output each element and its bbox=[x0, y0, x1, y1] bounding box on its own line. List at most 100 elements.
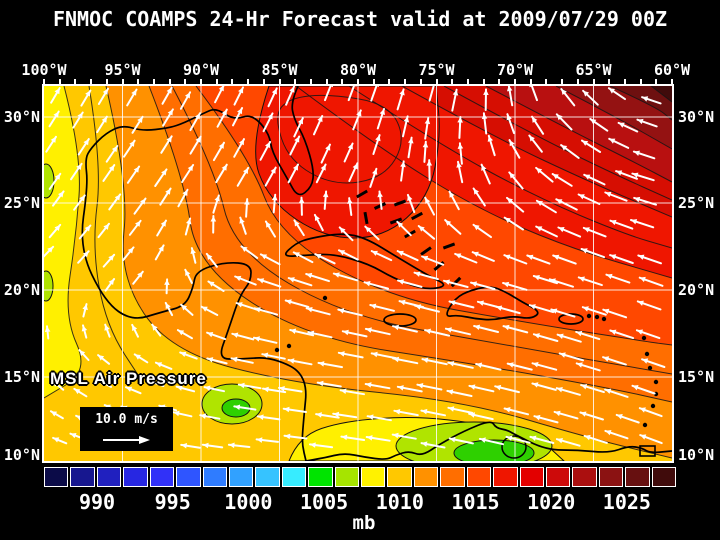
wind-arrow-head bbox=[235, 275, 242, 282]
lat-label: 25°N bbox=[678, 194, 715, 212]
lake-maracaibo bbox=[501, 435, 527, 459]
longitude-tick bbox=[247, 79, 250, 85]
lon-label: 95°W bbox=[104, 61, 141, 79]
wind-arrow-head bbox=[583, 227, 590, 233]
wind-arrow-head bbox=[636, 329, 644, 335]
wind-arrow-head bbox=[207, 357, 214, 363]
wind-arrow-head bbox=[132, 324, 138, 332]
wind-arrow-head bbox=[425, 197, 431, 204]
colorbar-segment bbox=[519, 467, 545, 487]
island bbox=[420, 246, 432, 256]
isobar bbox=[609, 86, 672, 121]
colorbar-tick-label: 1000 bbox=[224, 490, 273, 514]
wind-arrow-head bbox=[376, 86, 380, 87]
wind-arrow bbox=[428, 86, 435, 102]
wind-arrow-head bbox=[375, 135, 381, 142]
isobar bbox=[348, 86, 672, 249]
colorbar-segment bbox=[572, 467, 597, 487]
wind-arrow-head bbox=[583, 90, 590, 97]
wind-arrow-head bbox=[603, 308, 610, 315]
wind-arrow-head bbox=[474, 324, 481, 331]
wind-arrow-head bbox=[408, 137, 414, 144]
wind-arrow-head bbox=[155, 362, 163, 368]
wind-arrow-head bbox=[315, 253, 322, 260]
wind-arrow-head bbox=[606, 273, 613, 280]
wind-arrow-head bbox=[530, 435, 537, 442]
wind-arrow-head bbox=[448, 406, 455, 412]
wind-arrow-head bbox=[54, 173, 61, 180]
wind-arrow-head bbox=[158, 245, 164, 252]
wind-arrow-head bbox=[616, 414, 623, 420]
wind-arrow-head bbox=[167, 109, 173, 116]
colorbar-segment bbox=[176, 467, 201, 487]
wind-arrow-head bbox=[426, 160, 433, 166]
wind-arrow-head bbox=[340, 388, 347, 395]
wind-arrow-head bbox=[232, 332, 239, 338]
longitude-tick bbox=[623, 79, 626, 85]
wind-arrow-head bbox=[329, 86, 334, 88]
wind-arrow-head bbox=[70, 433, 77, 439]
wind-arrow-head bbox=[448, 361, 455, 367]
longitude-tick bbox=[309, 79, 312, 85]
wind-arrow-head bbox=[603, 356, 610, 362]
longitude-tick bbox=[592, 79, 595, 85]
wind-arrow-head bbox=[98, 379, 105, 385]
wind-arrow-head bbox=[377, 191, 383, 198]
wind-arrow-head bbox=[204, 385, 211, 391]
wind-arrow-head bbox=[244, 199, 250, 205]
wind-arrow-head bbox=[584, 434, 591, 441]
wind-arrow-head bbox=[582, 140, 589, 146]
wind-arrow-head bbox=[173, 410, 180, 417]
lon-label: 80°W bbox=[339, 61, 377, 79]
wind-arrow-head bbox=[53, 111, 59, 118]
wind-arrow-head bbox=[529, 304, 536, 310]
wind-arrow-head bbox=[417, 383, 424, 389]
wind-arrow-head bbox=[257, 414, 264, 420]
wind-arrow-head bbox=[347, 143, 353, 150]
wind-arrow-head bbox=[54, 224, 61, 231]
colorbar-segment bbox=[228, 467, 254, 487]
wind-arrow-head bbox=[639, 407, 646, 413]
wind-arrow-head bbox=[553, 254, 560, 261]
wind-arrow-head bbox=[82, 251, 89, 258]
wind-arrow-head bbox=[529, 135, 535, 142]
wind-arrow-head bbox=[558, 227, 565, 233]
wind-arrow-head bbox=[297, 118, 304, 125]
island bbox=[450, 276, 462, 288]
wind-arrow-head bbox=[554, 410, 561, 417]
wind-arrow-head bbox=[576, 362, 583, 368]
coastline-hispaniola bbox=[446, 286, 539, 321]
wind-arrow-head bbox=[556, 387, 563, 393]
wind-arrow-head bbox=[473, 188, 480, 195]
wind-arrow-head bbox=[506, 114, 512, 121]
wind-arrow-head bbox=[610, 329, 617, 335]
isobar bbox=[44, 86, 82, 399]
wind-arrow-head bbox=[152, 324, 158, 331]
wind-arrow-head bbox=[399, 299, 406, 306]
wind-arrow-head bbox=[341, 434, 348, 441]
wind-arrow-head bbox=[557, 333, 564, 339]
wind-arrow-head bbox=[190, 248, 196, 255]
wind-arrow-head bbox=[584, 174, 591, 180]
wind-arrow-head bbox=[371, 250, 378, 256]
wind-arrow-head bbox=[449, 191, 455, 198]
lat-label: 15°N bbox=[678, 368, 715, 386]
wind-arrow-head bbox=[265, 141, 271, 149]
wind-arrow-head bbox=[267, 113, 273, 120]
wind-speed-value: 10.0 m/s bbox=[95, 412, 158, 427]
colorbar-tick-label: 1005 bbox=[300, 490, 349, 514]
wind-arrow-head bbox=[551, 308, 558, 314]
wind-arrow-head bbox=[339, 227, 346, 234]
coastline-puerto-rico bbox=[558, 313, 584, 325]
wind-arrow-head bbox=[422, 141, 429, 148]
wind-arrow-head bbox=[58, 191, 64, 198]
wind-arrow-head bbox=[445, 327, 452, 333]
wind-arrow-head bbox=[288, 277, 295, 283]
island bbox=[389, 217, 403, 225]
wind-arrow-head bbox=[445, 220, 452, 226]
wind-arrow-head bbox=[294, 220, 300, 227]
wind-arrow-head bbox=[504, 254, 511, 260]
wind-arrow-head bbox=[181, 304, 188, 311]
wind-arrow-head bbox=[638, 254, 645, 260]
